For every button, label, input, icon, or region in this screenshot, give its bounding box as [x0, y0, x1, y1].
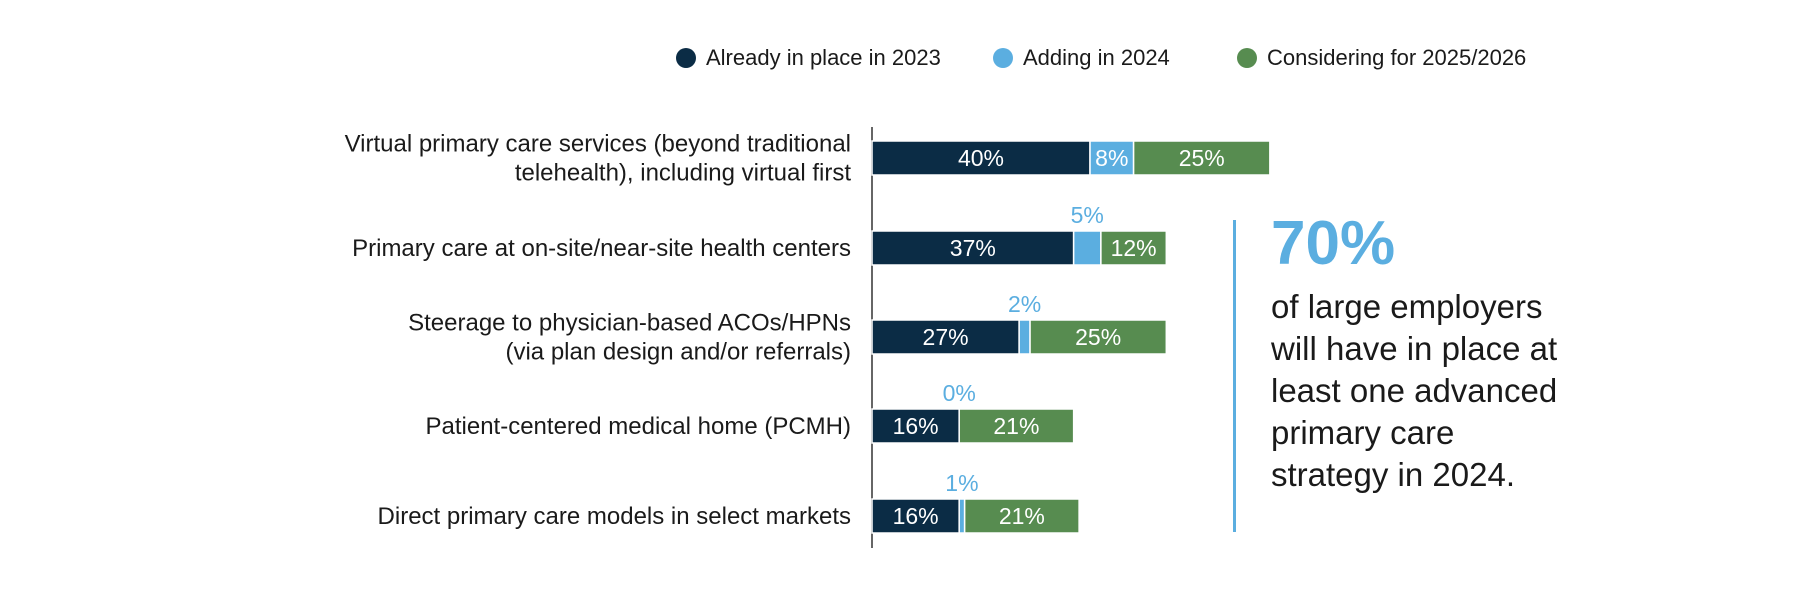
data-label: 25%: [1179, 145, 1225, 171]
callout-headline: 70%: [1271, 209, 1396, 278]
category-label: Virtual primary care services (beyond tr…: [345, 131, 852, 187]
bar-segment: [871, 408, 960, 444]
data-label: 16%: [893, 413, 939, 439]
legend-label: Considering for 2025/2026: [1267, 45, 1527, 70]
bar-segment: [963, 498, 1080, 534]
callout-text: of large employers will have in place at…: [1271, 288, 1558, 493]
legend-label: Already in place in 2023: [706, 45, 941, 70]
bar-segment: [1132, 140, 1271, 176]
data-label: 5%: [1071, 202, 1104, 228]
legend-item-considering: Considering for 2025/2026: [1237, 40, 1526, 76]
category-label: Primary care at on-site/near-site health…: [352, 235, 851, 262]
category-label: Patient-centered medical home (PCMH): [426, 413, 852, 440]
data-label: 37%: [950, 235, 996, 261]
data-label: 16%: [893, 503, 939, 529]
bar-segment: [958, 408, 1075, 444]
callout-divider: [1233, 220, 1236, 532]
bar-segment: [1100, 230, 1168, 266]
legend-swatch: [676, 48, 696, 68]
data-label: 12%: [1111, 235, 1157, 261]
data-label: 1%: [945, 470, 978, 496]
bar-segment: [871, 498, 960, 534]
bar-segment: [871, 319, 1020, 355]
data-label: 0%: [943, 380, 976, 406]
data-label: 27%: [923, 324, 969, 350]
bar-segment: [1089, 140, 1135, 176]
legend-item-already: Already in place in 2023: [676, 40, 941, 76]
legend-label: Adding in 2024: [1023, 45, 1170, 70]
bar-segment: [1029, 319, 1168, 355]
category-label: Direct primary care models in select mar…: [378, 503, 851, 530]
bar-segment: [1072, 230, 1102, 266]
legend: Already in place in 2023 Adding in 2024 …: [0, 40, 1800, 76]
category-label: Steerage to physician-based ACOs/HPNs (vi…: [408, 310, 851, 366]
data-label: 2%: [1008, 291, 1041, 317]
data-label: 25%: [1075, 324, 1121, 350]
legend-swatch: [1237, 48, 1257, 68]
legend-item-adding: Adding in 2024: [993, 40, 1170, 76]
data-label: 40%: [958, 145, 1004, 171]
bar-segment: [958, 498, 966, 534]
data-label: 21%: [993, 413, 1039, 439]
bar-segment: [1018, 319, 1031, 355]
data-label: 8%: [1095, 145, 1128, 171]
data-label: 21%: [999, 503, 1045, 529]
legend-swatch: [993, 48, 1013, 68]
